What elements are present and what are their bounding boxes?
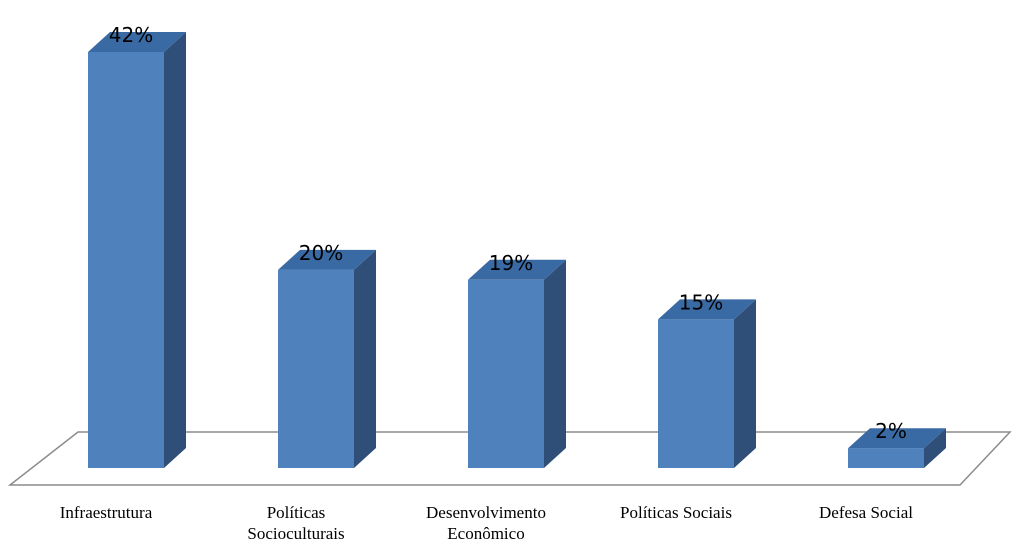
data-label-4: 15% (679, 290, 723, 314)
bar-front-4 (658, 319, 734, 468)
bar-top-1 (88, 32, 186, 52)
category-label-2-line-2: Socioculturais (247, 524, 344, 543)
bar-top-5 (848, 428, 946, 449)
category-label-1: Infraestrutura (60, 503, 153, 522)
bar-front-5 (848, 448, 924, 468)
bar-top-4 (658, 299, 756, 320)
data-labels-group: 42% 20% 19% 15% 2% (109, 23, 907, 443)
category-label-3-line-1: Desenvolvimento (426, 503, 546, 522)
bar-3 (468, 259, 566, 468)
bar-side-2 (354, 249, 376, 468)
data-label-1: 42% (109, 23, 153, 47)
bar-4 (658, 299, 756, 468)
category-label-3-line-2: Econômico (447, 524, 524, 543)
bar-side-1 (164, 32, 186, 468)
bar-1 (88, 32, 186, 468)
bar-side-5 (924, 428, 946, 468)
bar-2 (278, 249, 376, 468)
category-labels-group: Infraestrutura Políticas Socioculturais Des… (60, 503, 913, 543)
category-label-5: Defesa Social (819, 503, 913, 522)
bars-group (88, 32, 946, 468)
bar-front-3 (468, 279, 544, 468)
category-label-4: Políticas Sociais (620, 503, 732, 522)
bar-5 (848, 428, 946, 468)
data-label-5: 2% (875, 419, 907, 443)
bar-front-2 (278, 269, 354, 468)
chart-floor (7, 431, 1012, 486)
bar-side-4 (734, 299, 756, 468)
category-label-2-line-1: Políticas (267, 503, 326, 522)
bar-front-1 (88, 52, 164, 468)
data-label-2: 20% (299, 241, 343, 265)
bar-top-2 (278, 249, 376, 270)
bar-top-3 (468, 259, 566, 280)
data-label-3: 19% (489, 251, 533, 275)
bar-side-3 (544, 259, 566, 468)
